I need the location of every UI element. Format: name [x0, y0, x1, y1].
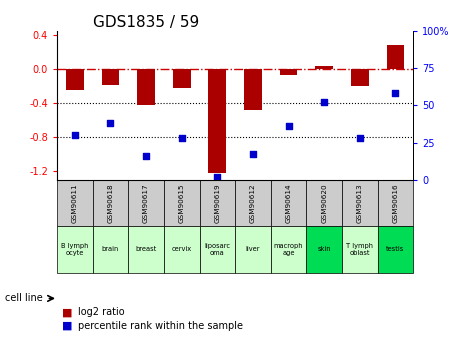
Text: ■: ■	[62, 321, 72, 331]
Text: breast: breast	[135, 246, 157, 252]
Bar	[200, 180, 235, 226]
Bar	[93, 180, 128, 226]
Point	[106, 120, 114, 126]
Text: GSM90617: GSM90617	[143, 183, 149, 223]
Text: B lymph
ocyte: B lymph ocyte	[61, 243, 88, 256]
Bar	[200, 226, 235, 273]
Point	[356, 135, 364, 141]
Text: GSM90614: GSM90614	[285, 183, 292, 223]
Point	[142, 153, 150, 159]
Point	[391, 91, 399, 96]
Text: cervix: cervix	[171, 246, 192, 252]
Text: ■: ■	[62, 307, 72, 317]
Text: GSM90611: GSM90611	[72, 183, 78, 223]
Bar	[57, 226, 93, 273]
Bar	[378, 226, 413, 273]
Text: percentile rank within the sample: percentile rank within the sample	[78, 321, 243, 331]
Point	[320, 100, 328, 105]
Text: log2 ratio: log2 ratio	[78, 307, 125, 317]
Point	[249, 152, 256, 157]
Bar	[137, 69, 155, 105]
Point	[178, 135, 185, 141]
Bar	[351, 69, 369, 86]
Point	[71, 132, 79, 138]
Bar	[235, 226, 271, 273]
Text: GSM90612: GSM90612	[250, 183, 256, 223]
Bar	[315, 66, 333, 69]
Bar	[128, 180, 164, 226]
Text: GSM90618: GSM90618	[107, 183, 114, 223]
Text: liposarc
oma: liposarc oma	[204, 243, 230, 256]
Text: skin: skin	[317, 246, 331, 252]
Bar	[164, 226, 200, 273]
Bar	[342, 180, 378, 226]
Bar	[342, 226, 378, 273]
Text: GDS1835 / 59: GDS1835 / 59	[93, 15, 199, 30]
Bar	[66, 69, 84, 90]
Bar	[271, 180, 306, 226]
Bar	[244, 69, 262, 110]
Bar	[102, 69, 119, 85]
Bar	[57, 180, 93, 226]
Text: cell line: cell line	[5, 294, 42, 303]
Text: GSM90615: GSM90615	[179, 183, 185, 223]
Text: GSM90619: GSM90619	[214, 183, 220, 223]
Text: macroph
age: macroph age	[274, 243, 304, 256]
Bar	[378, 180, 413, 226]
Bar	[164, 180, 200, 226]
Bar	[306, 180, 342, 226]
Bar	[209, 69, 226, 173]
Text: GSM90613: GSM90613	[357, 183, 363, 223]
Bar	[173, 69, 190, 88]
Bar	[280, 69, 297, 75]
Bar	[271, 226, 306, 273]
Text: T lymph
oblast: T lymph oblast	[346, 243, 373, 256]
Text: GSM90616: GSM90616	[392, 183, 399, 223]
Bar	[128, 226, 164, 273]
Bar	[235, 180, 271, 226]
Text: GSM90620: GSM90620	[321, 183, 327, 223]
Point	[285, 124, 293, 129]
Bar	[93, 226, 128, 273]
Text: liver: liver	[246, 246, 260, 252]
Text: testis: testis	[386, 246, 405, 252]
Bar	[387, 46, 404, 69]
Point	[213, 174, 221, 179]
Text: brain: brain	[102, 246, 119, 252]
Bar	[306, 226, 342, 273]
